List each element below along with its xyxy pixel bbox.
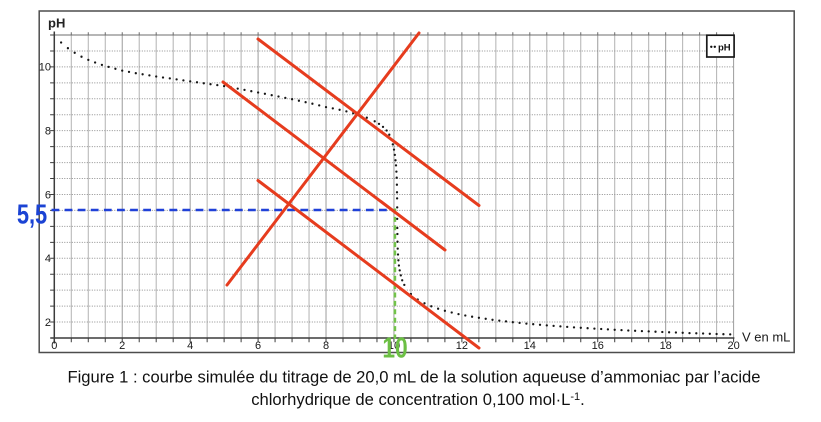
svg-text:16: 16: [592, 340, 604, 352]
svg-text:2: 2: [45, 317, 51, 329]
svg-text:2: 2: [119, 340, 125, 352]
svg-text:10: 10: [382, 333, 407, 364]
svg-text:0: 0: [51, 340, 57, 352]
svg-text:V en mL: V en mL: [742, 330, 790, 345]
svg-text:Figure 1 : courbe simulée du t: Figure 1 : courbe simulée du titrage de …: [67, 367, 760, 386]
svg-text:10: 10: [39, 62, 51, 74]
svg-text:pH: pH: [718, 42, 731, 53]
svg-text:4: 4: [45, 253, 51, 265]
svg-text:5,5: 5,5: [17, 199, 47, 230]
svg-text:6: 6: [255, 340, 261, 352]
svg-text:8: 8: [323, 340, 329, 352]
svg-text:pH: pH: [48, 16, 65, 31]
svg-text:6: 6: [45, 189, 51, 201]
svg-text:14: 14: [524, 340, 536, 352]
svg-text:18: 18: [660, 340, 672, 352]
svg-text:10: 10: [388, 340, 400, 352]
svg-text:4: 4: [187, 340, 193, 352]
svg-text:8: 8: [45, 126, 51, 138]
svg-text:12: 12: [456, 340, 468, 352]
svg-text:20: 20: [727, 340, 739, 352]
svg-text:chlorhydrique de concentration: chlorhydrique de concentration 0,100 mol…: [251, 390, 585, 409]
